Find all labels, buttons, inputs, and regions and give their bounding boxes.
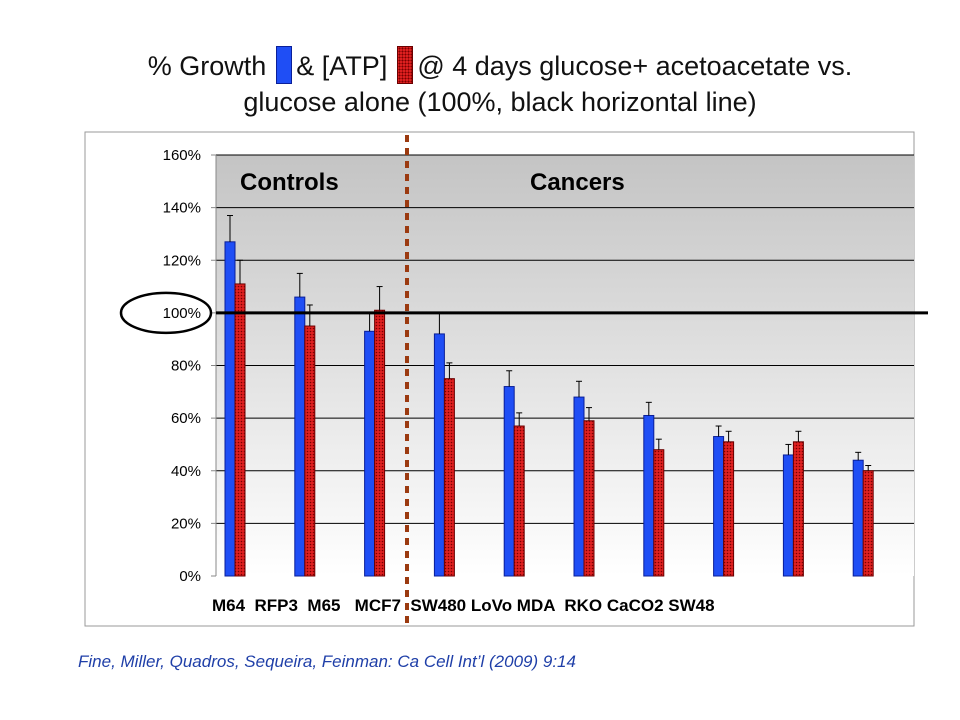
y-tick-label: 140%	[163, 200, 201, 217]
cancers-label: Cancers	[530, 169, 625, 196]
bar	[653, 449, 665, 577]
citation: Fine, Miller, Quadros, Sequeira, Feinman…	[78, 652, 576, 671]
bar	[294, 296, 306, 577]
bar	[862, 470, 874, 577]
bar	[224, 241, 236, 577]
bar	[443, 378, 455, 577]
bar	[304, 325, 316, 577]
bar	[583, 420, 595, 577]
bar	[573, 396, 585, 577]
bar	[433, 333, 445, 577]
x-category-labels: M64 RFP3 M65 MCF7 SW480 LoVo MDA RKO CaC…	[212, 596, 715, 615]
bar	[852, 459, 864, 577]
controls-label: Controls	[240, 169, 339, 196]
reference-circle	[119, 291, 213, 335]
title-line-2: glucose alone (100%, black horizontal li…	[243, 87, 757, 117]
y-tick-label: 100%	[163, 305, 201, 322]
y-tick-label: 60%	[171, 410, 201, 427]
title-part-conditions: @ 4 days glucose+ acetoacetate vs.	[417, 51, 853, 81]
bar	[643, 414, 655, 577]
bar	[234, 283, 246, 577]
growth-legend-swatch	[276, 46, 293, 84]
y-tick-label: 160%	[163, 147, 201, 164]
y-tick-label: 80%	[171, 358, 201, 375]
chart-title: % Growth & [ATP] @ 4 days glucose+ acetoac…	[60, 46, 940, 120]
y-tick-label: 120%	[163, 252, 201, 269]
y-tick-label: 40%	[171, 463, 201, 480]
bar	[364, 330, 376, 577]
y-tick-labels: 0% 20% 40% 60% 80% 100% 120% 140% 160%	[163, 147, 216, 585]
bar	[513, 425, 525, 577]
y-tick-label: 20%	[171, 515, 201, 532]
bar	[782, 454, 794, 577]
title-part-atp: & [ATP]	[296, 51, 388, 81]
atp-legend-swatch	[397, 46, 414, 84]
title-part-growth: % Growth	[147, 51, 267, 81]
bar	[374, 309, 386, 577]
bar	[503, 386, 515, 577]
bar	[792, 441, 804, 577]
bar	[713, 436, 725, 577]
bar	[723, 441, 735, 577]
bar-series	[224, 215, 874, 577]
y-tick-label: 0%	[179, 568, 201, 585]
